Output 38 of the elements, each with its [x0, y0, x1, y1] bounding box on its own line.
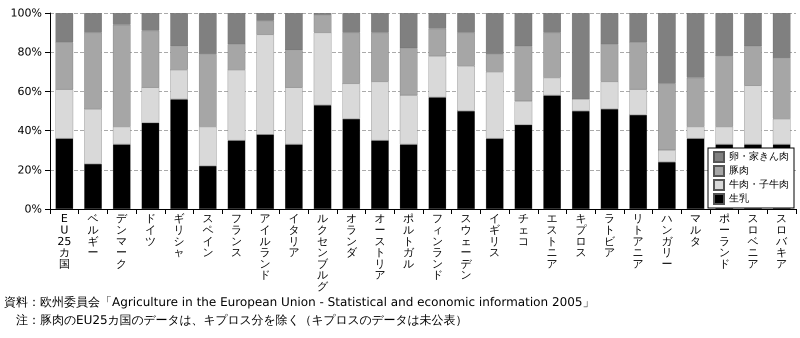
- x-tick-label: オーストリア: [374, 212, 386, 282]
- x-tick-label: リトアニア: [632, 212, 644, 270]
- x-tick-label: エストニア: [546, 212, 558, 270]
- y-tick-label: 20%: [18, 163, 42, 176]
- x-tick-label: マルタ: [690, 212, 702, 248]
- x-tick-label: EU25カ国: [57, 212, 72, 270]
- x-tick-label: アイルランド: [260, 212, 271, 282]
- x-tick-label: ハンガリー: [660, 212, 674, 270]
- x-tick-label: オランダ: [346, 212, 358, 260]
- x-tick-label: ドイツ: [144, 212, 156, 248]
- y-tick-label: 60%: [18, 84, 42, 98]
- y-tick-label: 100%: [10, 6, 42, 20]
- x-tick-label: スペイン: [202, 212, 214, 260]
- x-tick-label: イタリア: [288, 212, 300, 260]
- x-tick-label: ルクセンブルグ: [317, 212, 330, 293]
- legend-label: 卵・家きん肉: [729, 150, 789, 162]
- x-tick-label: ベルギー: [88, 212, 99, 260]
- text: 資料：欧州委員会「Agriculture in the European Union - Statistical and economic information 2005」: [4, 295, 594, 309]
- x-tick-label: イギリス: [489, 212, 500, 260]
- x-tick-label: ギリシャ: [174, 212, 185, 260]
- x-tick-label: チェコ: [518, 212, 529, 248]
- x-tick-label: スロバキア: [775, 212, 788, 270]
- x-tick-label: ポルトガル: [403, 212, 416, 270]
- text: 注：豚肉のEU25カ国のデータは、キプロス分を除く（キプロスのデータは未公表）: [4, 313, 468, 327]
- legend-label: 豚肉: [729, 166, 749, 176]
- x-tick-label: ポーランド: [718, 212, 730, 270]
- x-tick-label: フィンランド: [432, 212, 443, 282]
- y-tick-label: 0%: [24, 202, 42, 216]
- legend-label: 牛肉・子牛肉: [729, 178, 789, 190]
- legend-label: 生乳: [729, 192, 749, 204]
- x-tick-label: キプロス: [575, 212, 588, 260]
- x-tick-label: デンマーク: [116, 212, 128, 270]
- x-tick-label: スロベニア: [747, 212, 758, 270]
- y-tick-label: 80%: [18, 46, 42, 59]
- x-tick-label: ラトビア: [604, 212, 616, 260]
- x-tick-label: フランス: [231, 212, 242, 260]
- x-tick-label: スウェーデン: [460, 212, 473, 282]
- y-tick-label: 40%: [18, 124, 42, 138]
